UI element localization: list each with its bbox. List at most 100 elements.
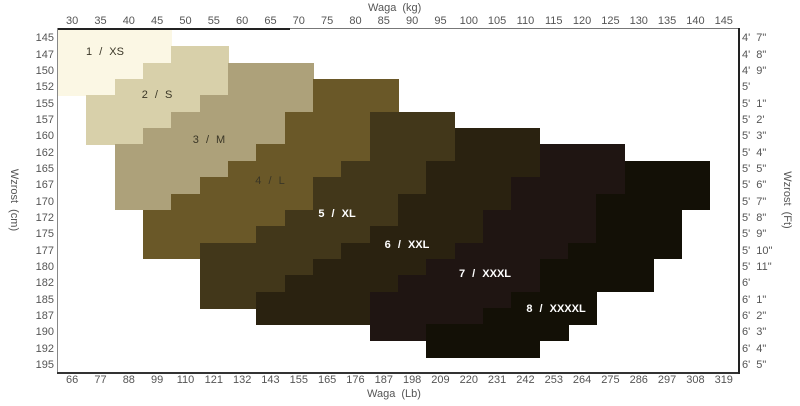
top-tick-label-kg: 120 [572, 15, 592, 27]
size-region-cell [397, 209, 484, 227]
top-tick-label-kg: 135 [657, 15, 677, 27]
size-region-cell [312, 177, 427, 195]
right-tick-label-ft: 4' 8" [742, 48, 767, 61]
left-tick-label-cm: 165 [35, 162, 54, 175]
bottom-tick-label-lb: 308 [686, 374, 705, 386]
top-tick-label-kg: 70 [292, 15, 305, 27]
bottom-tick-label-lb: 88 [122, 374, 135, 386]
left-tick-label-cm: 175 [35, 228, 54, 241]
size-region-cell [256, 144, 371, 162]
right-tick-label-ft: 5' 10" [742, 244, 773, 257]
size-region-cell [511, 291, 597, 309]
top-tick-label-kg: 140 [686, 15, 705, 27]
size-region-cell [426, 340, 541, 358]
size-region-cell [86, 95, 201, 113]
top-axis-line-right [290, 28, 739, 29]
left-tick-label-cm: 177 [35, 244, 54, 257]
top-tick-label-kg: 60 [236, 15, 249, 27]
size-label: 6 / XXL [384, 239, 430, 251]
bottom-tick-label-lb: 66 [66, 374, 79, 386]
size-region-cell [426, 177, 512, 195]
size-region-cell [227, 79, 314, 96]
right-tick-label-ft: 5' 2' [742, 113, 765, 126]
left-tick-label-cm: 145 [35, 32, 54, 45]
size-label: 1 / XS [86, 46, 124, 58]
bottom-tick-label-lb: 155 [289, 374, 308, 386]
bottom-tick-label-lb: 121 [204, 374, 223, 386]
size-region-cell [539, 275, 654, 293]
size-region-cell [58, 30, 172, 47]
size-region-cell [624, 177, 711, 195]
right-axis-line [738, 28, 740, 374]
top-tick-label-kg: 65 [264, 15, 277, 27]
top-tick-label-kg: 55 [207, 15, 220, 27]
size-region-cell [114, 144, 257, 162]
bottom-tick-label-lb: 220 [459, 374, 478, 386]
bottom-tick-label-lb: 264 [572, 374, 592, 386]
top-tick-label-kg: 90 [406, 15, 419, 27]
size-region-cell [341, 242, 456, 260]
bottom-tick-label-lb: 165 [317, 374, 337, 386]
left-tick-label-cm: 167 [35, 179, 54, 192]
size-region-cell [312, 79, 399, 96]
left-tick-label-cm: 180 [35, 261, 54, 274]
size-region-cell [312, 258, 427, 276]
size-region-cell [369, 307, 484, 325]
top-tick-label-kg: 145 [714, 15, 733, 27]
right-tick-label-ft: 4' 7" [742, 32, 767, 45]
size-region-cell [256, 291, 371, 309]
size-region-cell [284, 275, 399, 293]
size-region-cell [454, 242, 569, 260]
left-tick-label-cm: 187 [35, 310, 54, 323]
right-tick-label-ft: 6' 1" [742, 293, 767, 306]
left-tick-label-cm: 162 [35, 146, 54, 159]
size-region-cell [312, 193, 399, 211]
size-label: 7 / XXXL [458, 268, 512, 280]
size-region-cell [369, 144, 456, 162]
left-tick-label-cm: 157 [35, 113, 54, 126]
right-axis-title: Wzrost (Ft) [781, 171, 793, 229]
size-region-cell [596, 209, 682, 227]
size-region-cell [58, 79, 116, 96]
size-region-cell [199, 177, 314, 195]
right-tick-label-ft: 4' 9" [742, 64, 767, 77]
size-region-cell [511, 177, 626, 195]
top-tick-label-kg: 100 [459, 15, 478, 27]
size-region-cell [256, 226, 371, 244]
size-region-cell [511, 193, 597, 211]
bottom-tick-label-lb: 110 [176, 374, 195, 386]
size-region-cell [256, 307, 371, 325]
right-tick-label-ft: 5' [742, 81, 751, 94]
size-region-cell [227, 62, 314, 80]
top-tick-label-kg: 130 [629, 15, 648, 27]
size-region-cell [284, 209, 399, 227]
size-label: 2 / S [141, 89, 173, 101]
size-region-cell [142, 62, 229, 80]
right-tick-label-ft: 5' 9" [742, 228, 767, 241]
left-tick-label-cm: 160 [35, 130, 54, 143]
size-region-cell [114, 177, 201, 195]
left-tick-label-cm: 170 [35, 195, 54, 208]
size-region-cell [284, 111, 371, 129]
top-tick-label-kg: 40 [122, 15, 135, 27]
right-tick-label-ft: 5' 7" [742, 195, 767, 208]
left-tick-label-cm: 185 [35, 293, 54, 306]
size-region-cell [369, 128, 456, 146]
bottom-tick-label-lb: 275 [601, 374, 620, 386]
top-tick-label-kg: 80 [349, 15, 362, 27]
bottom-axis-title: Waga (Lb) [367, 388, 421, 400]
size-region-cell [171, 193, 314, 211]
top-tick-label-kg: 115 [544, 15, 563, 27]
left-tick-label-cm: 192 [35, 342, 54, 355]
size-label: 8 / XXXXL [526, 303, 586, 315]
right-tick-label-ft: 5' 3" [742, 130, 767, 143]
top-tick-label-kg: 30 [66, 15, 79, 27]
bottom-tick-label-lb: 253 [544, 374, 563, 386]
size-region-cell [142, 128, 286, 146]
right-tick-label-ft: 5' 5" [742, 162, 767, 175]
left-axis-line [57, 28, 58, 373]
size-region-cell [142, 226, 257, 244]
bottom-tick-label-lb: 231 [487, 374, 507, 386]
bottom-tick-label-lb: 99 [151, 374, 164, 386]
